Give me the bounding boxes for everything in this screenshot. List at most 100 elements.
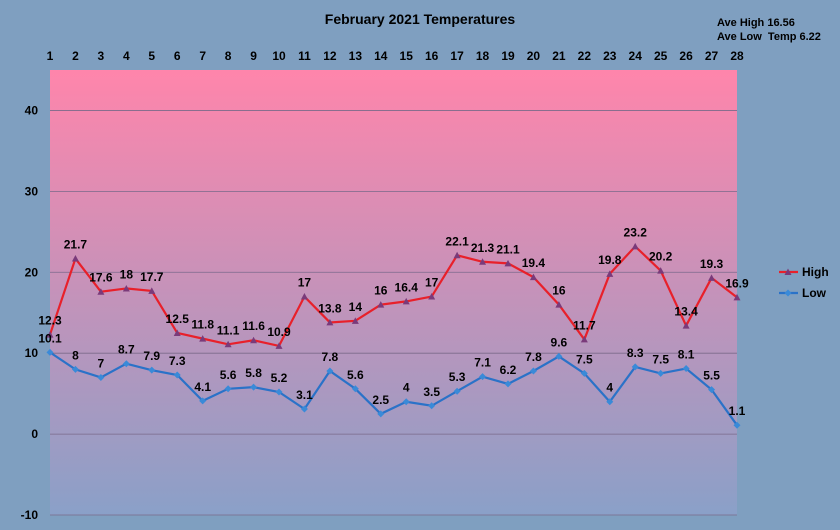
data-label-high: 16.9 xyxy=(725,276,749,290)
data-label-low: 7.3 xyxy=(169,354,186,368)
x-tick-label: 5 xyxy=(148,49,155,63)
data-label-low: 7.8 xyxy=(525,350,542,364)
x-tick-label: 15 xyxy=(400,49,414,63)
high-marker xyxy=(224,340,232,348)
x-tick-label: 16 xyxy=(425,49,439,63)
y-tick-label: -10 xyxy=(21,508,39,522)
high-marker xyxy=(682,322,690,329)
data-label-high: 12.5 xyxy=(166,312,190,326)
x-tick-label: 9 xyxy=(250,49,257,63)
high-marker xyxy=(173,329,181,336)
data-label-high: 23.2 xyxy=(624,225,648,239)
low-marker xyxy=(733,421,741,429)
data-label-low: 5.6 xyxy=(347,368,364,382)
data-label-high: 18 xyxy=(120,267,134,281)
data-label-low: 8 xyxy=(72,348,79,362)
low-marker xyxy=(71,365,79,373)
x-tick-label: 28 xyxy=(730,49,744,63)
data-label-low: 2.5 xyxy=(372,393,389,407)
series-line-low xyxy=(49,351,738,426)
data-label-high: 16 xyxy=(374,284,388,298)
data-label-high: 21.1 xyxy=(496,242,520,256)
x-tick-label: 18 xyxy=(476,49,490,63)
high-marker xyxy=(657,267,665,274)
data-label-high: 19.8 xyxy=(598,253,622,267)
data-label-high: 16.4 xyxy=(395,280,419,294)
data-label-high: 12.3 xyxy=(38,314,62,328)
data-label-high: 22.1 xyxy=(445,234,469,248)
data-label-low: 4.1 xyxy=(194,380,211,394)
low-marker xyxy=(606,398,614,406)
x-axis-ticks: 1 2 3 4 5 6 7 8 9 10 11 12 13 14 15 16 17 18 19 20 21 22 23 24 2… xyxy=(47,49,744,63)
data-label-high: 17.7 xyxy=(140,270,164,284)
data-label-high: 10.9 xyxy=(267,325,291,339)
data-label-high: 11.1 xyxy=(217,323,240,337)
x-tick-label: 2 xyxy=(72,49,79,63)
data-label-low: 6.2 xyxy=(500,363,517,377)
x-tick-label: 14 xyxy=(374,49,388,63)
x-tick-label: 7 xyxy=(199,49,206,63)
data-label-high: 17 xyxy=(298,276,312,290)
data-label-low: 5.3 xyxy=(449,370,466,384)
legend-label: Low xyxy=(802,286,827,300)
x-tick-label: 27 xyxy=(705,49,719,63)
x-tick-label: 4 xyxy=(123,49,130,63)
data-label-low: 8.3 xyxy=(627,346,644,360)
high-marker xyxy=(529,273,537,281)
ave-low-annotation: Ave Low Temp 6.22 xyxy=(717,31,821,43)
x-tick-label: 10 xyxy=(272,49,286,63)
low-marker xyxy=(351,385,359,393)
x-tick-label: 26 xyxy=(679,49,693,63)
x-tick-label: 20 xyxy=(527,49,541,63)
high-marker xyxy=(631,242,639,250)
low-marker xyxy=(326,367,334,375)
data-label-high: 11.6 xyxy=(242,319,265,333)
x-tick-label: 1 xyxy=(47,49,54,63)
x-tick-label: 19 xyxy=(501,49,515,63)
data-labels: 12.3 21.7 17.6 18 17.7 12.5 11.8 11.1 11.6 10.9 17… xyxy=(38,225,749,418)
y-tick-label: 0 xyxy=(31,427,38,441)
low-marker xyxy=(275,388,283,396)
high-marker xyxy=(148,287,156,294)
x-tick-label: 6 xyxy=(174,49,181,63)
data-label-high: 11.8 xyxy=(191,318,214,332)
x-tick-label: 22 xyxy=(578,49,592,63)
low-marker xyxy=(148,366,156,374)
x-tick-label: 24 xyxy=(629,49,643,63)
y-tick-label: 30 xyxy=(25,184,39,198)
data-label-low: 5.2 xyxy=(271,371,288,385)
high-marker xyxy=(402,297,410,305)
data-label-low: 7.8 xyxy=(322,350,339,364)
low-marker xyxy=(453,387,461,395)
low-marker xyxy=(555,352,563,360)
high-marker xyxy=(326,318,334,326)
y-tick-label: 20 xyxy=(25,265,39,279)
x-tick-label: 25 xyxy=(654,49,668,63)
x-tick-label: 23 xyxy=(603,49,617,63)
x-tick-label: 13 xyxy=(349,49,363,63)
data-label-low: 7.1 xyxy=(474,356,491,370)
legend-label: High xyxy=(802,265,829,279)
data-label-low: 8.7 xyxy=(118,343,135,357)
y-axis-ticks: -10 0 10 20 30 40 xyxy=(21,103,39,522)
data-label-low: 1.1 xyxy=(729,404,746,418)
plot-area xyxy=(50,70,737,515)
high-marker xyxy=(351,317,359,324)
high-marker xyxy=(733,293,741,301)
high-marker xyxy=(453,251,461,259)
low-marker xyxy=(428,402,436,410)
data-label-low: 10.1 xyxy=(38,331,62,345)
chart-title: February 2021 Temperatures xyxy=(325,11,516,27)
low-marker xyxy=(479,373,487,381)
legend-marker xyxy=(784,268,792,275)
low-marker xyxy=(657,369,665,377)
data-label-low: 7.5 xyxy=(652,352,669,366)
data-label-low: 3.1 xyxy=(296,388,313,402)
data-label-low: 7.5 xyxy=(576,352,593,366)
high-marker xyxy=(71,255,79,262)
low-marker xyxy=(122,360,130,368)
low-marker xyxy=(377,410,385,418)
low-marker xyxy=(199,397,207,405)
data-label-high: 13.4 xyxy=(674,305,698,319)
